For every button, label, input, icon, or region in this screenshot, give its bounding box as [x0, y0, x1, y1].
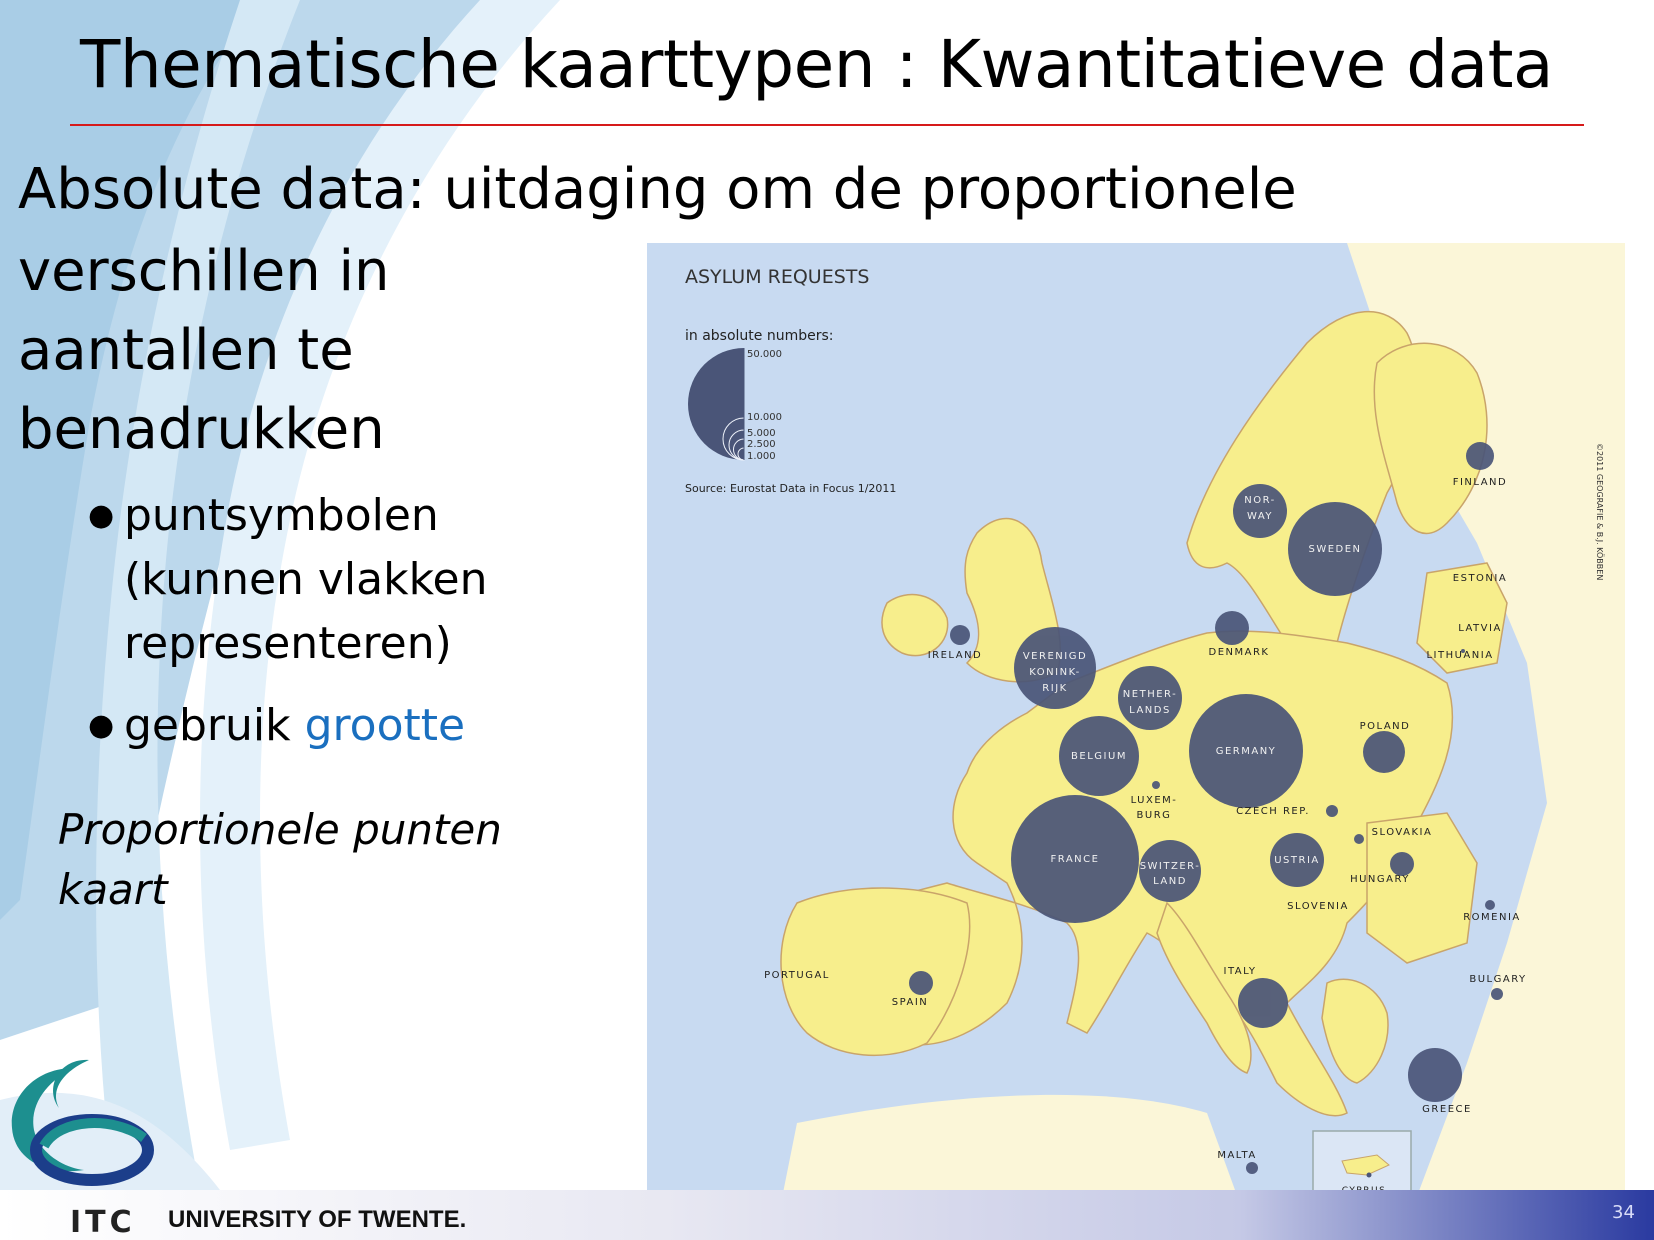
legend-value: 50.000 [747, 349, 782, 360]
asylum-requests-map: ASYLUM REQUESTS in absolute numbers: 50.… [647, 243, 1625, 1223]
symbol-slovakia [1354, 834, 1364, 844]
symbol-poland [1363, 731, 1405, 773]
slide-title: Thematische kaarttypen : Kwantitatieve d… [80, 26, 1553, 103]
country-label: SWITZER- [1140, 861, 1201, 872]
symbol-germany [1189, 694, 1303, 808]
university-name: UNIVERSITY OF TWENTE. [168, 1206, 467, 1233]
bullet-list: ● puntsymbolen (kunnen vlakken represent… [88, 484, 628, 776]
country-label: LATVIA [1458, 623, 1502, 634]
bullet-item-grootte: ● gebruik grootte [88, 694, 628, 758]
title-divider [70, 124, 1584, 126]
country-label: NOR- [1244, 495, 1276, 506]
country-label: ITALY [1224, 966, 1257, 977]
bullet-item-puntsymbolen: ● puntsymbolen (kunnen vlakken represent… [88, 484, 628, 676]
symbol-ireland [950, 625, 970, 645]
country-label: BELGIUM [1071, 751, 1127, 762]
legend-title: in absolute numbers: [685, 328, 834, 344]
heading-line: aantallen te [18, 318, 354, 383]
page-number: 34 [1612, 1202, 1635, 1223]
heading-line: benadrukken [18, 397, 385, 462]
itc-logo-icon [11, 1059, 154, 1186]
symbol-austria [1270, 833, 1324, 887]
proportional-symbols [909, 442, 1503, 1174]
country-label: SPAIN [892, 997, 929, 1008]
country-label: ESTONIA [1453, 573, 1507, 584]
country-label: GERMANY [1216, 746, 1277, 757]
symbol-hungary [1390, 852, 1414, 876]
country-label: MALTA [1217, 1150, 1256, 1161]
symbol-malta [1246, 1162, 1258, 1174]
legend-value: 5.000 [747, 428, 776, 439]
bullet-dot-icon: ● [88, 498, 115, 533]
country-label: LANDS [1129, 705, 1171, 716]
country-label: IRELAND [928, 650, 983, 661]
highlight-word: grootte [304, 700, 466, 751]
symbol-lithuania [1461, 649, 1465, 653]
country-label: SLOVENIA [1287, 901, 1349, 912]
country-label: CZECH REP. [1236, 806, 1310, 817]
legend-value: 10.000 [747, 412, 782, 423]
bullet-line: representeren) [124, 618, 452, 669]
symbol-spain [909, 971, 933, 995]
legend-proportional-circles: 50.000 10.000 5.000 2.500 1.000 [688, 348, 782, 462]
map-caption: Proportionele punten kaart [58, 800, 618, 920]
bullet-line: puntsymbolen [124, 490, 439, 541]
symbol-sweden [1288, 502, 1382, 596]
footer-bar [0, 1190, 1654, 1240]
country-label: WAY [1247, 511, 1273, 522]
country-label: DENMARK [1209, 647, 1270, 658]
country-label: LUXEM- [1131, 795, 1178, 806]
symbol-belgium [1059, 716, 1139, 796]
country-label: SLOVAKIA [1372, 827, 1433, 838]
bullet-dot-icon: ● [88, 708, 115, 743]
country-label: ROMENIA [1463, 912, 1521, 923]
heading-line: verschillen in [18, 239, 390, 304]
symbol-denmark [1215, 611, 1249, 645]
symbol-france [1011, 795, 1139, 923]
map-svg: ASYLUM REQUESTS in absolute numbers: 50.… [685, 243, 1625, 1223]
country-label: BULGARY [1469, 974, 1526, 985]
symbol-united-kingdom [1014, 627, 1096, 709]
bullet-line: gebruik grootte [124, 694, 628, 758]
country-label: KONINK- [1029, 667, 1080, 678]
symbol-italy [1238, 978, 1288, 1028]
bullet-prefix: gebruik [124, 700, 305, 751]
symbol-czech-republic [1326, 805, 1338, 817]
caption-line: kaart [58, 865, 168, 914]
bullet-line: (kunnen vlakken [124, 554, 488, 605]
map-copyright: ©2011 GEOGRAFIE & B.J. KÖBBEN [1595, 443, 1605, 580]
legend-value: 2.500 [747, 439, 776, 450]
country-label: VERENIGD [1023, 651, 1087, 662]
country-label: FINLAND [1453, 477, 1508, 488]
map-title: ASYLUM REQUESTS [685, 266, 869, 288]
itc-wordmark: ITC [70, 1205, 136, 1240]
country-label: RIJK [1042, 683, 1067, 694]
heading-line-1: Absolute data: uitdaging om de proportio… [18, 157, 1297, 222]
symbol-greece [1408, 1048, 1462, 1102]
country-label: FRANCE [1051, 854, 1100, 865]
country-label: PORTUGAL [764, 970, 830, 981]
country-label: NETHER- [1123, 689, 1177, 700]
country-label: LAND [1153, 876, 1187, 887]
symbol-finland [1466, 442, 1494, 470]
heading-continuation: verschillen in aantallen te benadrukken [18, 232, 618, 469]
symbol-switzerland [1139, 840, 1201, 902]
map-source: Source: Eurostat Data in Focus 1/2011 [685, 482, 896, 495]
symbol-romania [1485, 900, 1495, 910]
symbol-bulgaria [1491, 988, 1503, 1000]
country-label: USTRIA [1274, 855, 1320, 866]
country-label: SWEDEN [1308, 544, 1361, 555]
country-label: BURG [1137, 810, 1172, 821]
country-label: GREECE [1422, 1104, 1472, 1115]
symbol-netherlands [1118, 666, 1182, 730]
symbol-norway [1233, 484, 1287, 538]
country-label: LITHUANIA [1426, 650, 1493, 661]
country-labels: FINLAND NOR- WAY SWEDEN ESTONIA LATVIA L… [764, 477, 1526, 1161]
country-label: HUNGARY [1350, 874, 1410, 885]
caption-line: Proportionele punten [58, 805, 502, 854]
legend-value: 1.000 [747, 451, 776, 462]
symbol-luxembourg [1152, 781, 1160, 789]
country-label: POLAND [1360, 721, 1411, 732]
